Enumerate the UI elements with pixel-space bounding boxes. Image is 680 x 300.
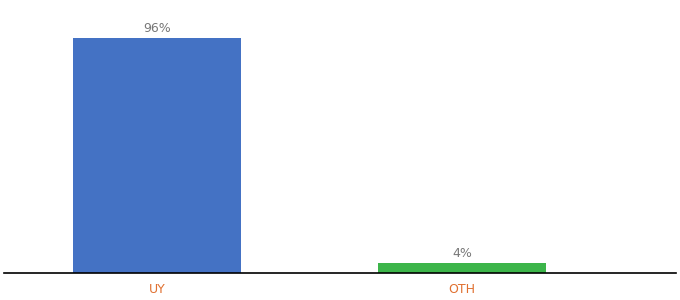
- Bar: [73, 38, 241, 273]
- Bar: [378, 263, 546, 273]
- Text: 96%: 96%: [143, 22, 171, 35]
- Text: 4%: 4%: [452, 247, 472, 260]
